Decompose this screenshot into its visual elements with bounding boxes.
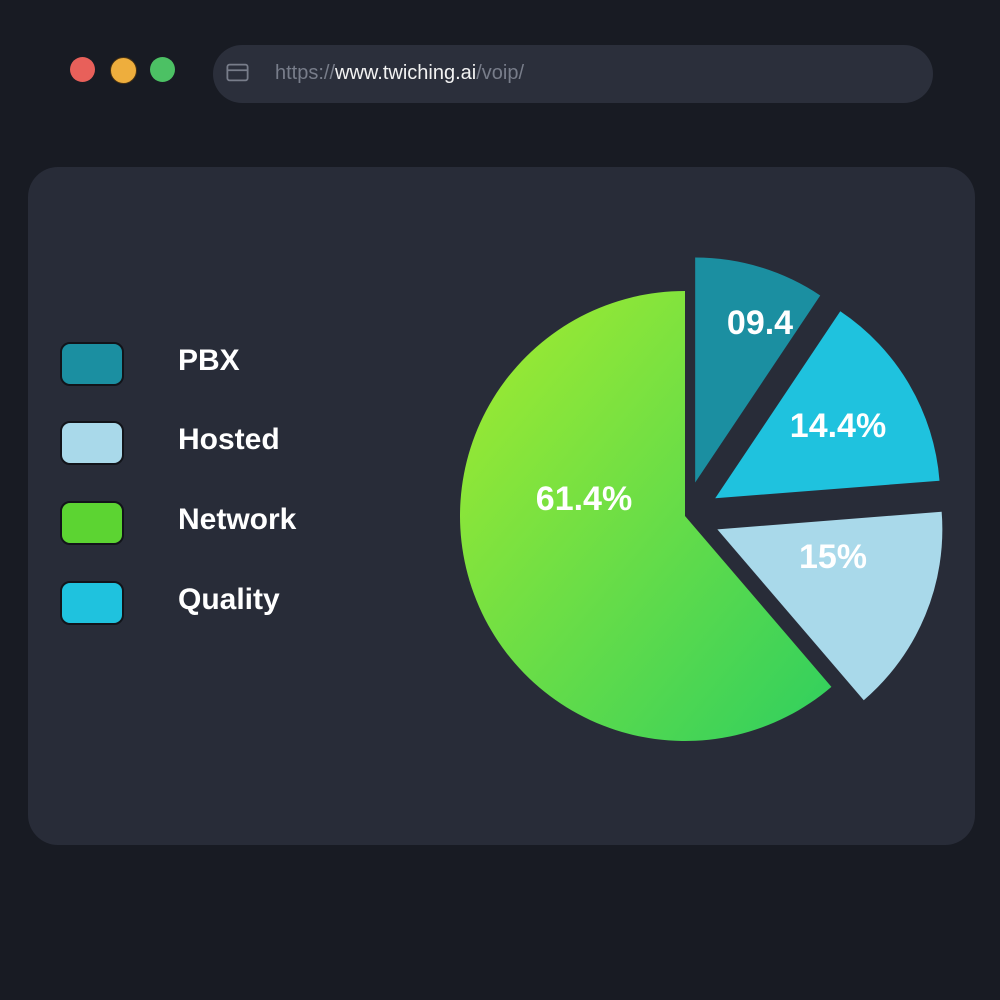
svg-text:15%: 15% [799,538,867,576]
svg-text:09.4: 09.4 [727,304,793,342]
svg-text:14.4%: 14.4% [790,407,886,445]
svg-text:61.4%: 61.4% [536,480,632,518]
